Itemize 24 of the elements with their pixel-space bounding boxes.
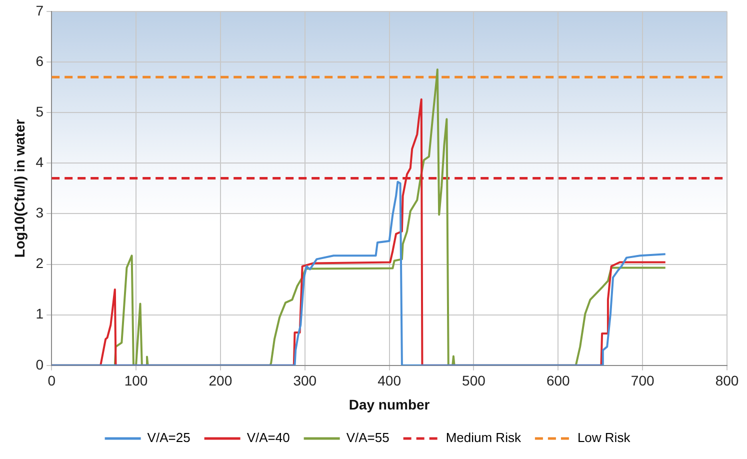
x-tick-label: 700: [630, 372, 654, 389]
legend-label: Medium Risk: [446, 430, 522, 446]
y-tick-label: 0: [36, 356, 44, 372]
y-tick-label: 6: [36, 52, 44, 69]
x-tick-label: 200: [208, 372, 232, 389]
y-tick-label: 4: [36, 154, 44, 170]
y-tick-label: 1: [36, 306, 44, 322]
x-tick-label: 300: [293, 372, 317, 389]
y-tick-label: 3: [36, 204, 44, 221]
legend-label: V/A=55: [346, 430, 390, 446]
x-tick-label: 500: [462, 372, 486, 389]
legend-label: Low Risk: [577, 430, 631, 446]
y-axis-title: Log10(Cfu/l) in water: [11, 118, 28, 258]
x-tick-label: 0: [48, 372, 56, 389]
legend-label: V/A=40: [246, 430, 290, 446]
x-axis-title: Day number: [348, 396, 430, 412]
legend-label: V/A=25: [147, 430, 190, 446]
x-tick-label: 100: [124, 372, 148, 389]
x-tick-label: 800: [715, 372, 739, 389]
y-tick-label: 5: [36, 103, 44, 120]
y-tick-label: 2: [36, 255, 44, 272]
x-tick-label: 400: [378, 372, 402, 389]
x-tick-label: 600: [546, 372, 570, 389]
y-tick-label: 7: [36, 2, 44, 18]
